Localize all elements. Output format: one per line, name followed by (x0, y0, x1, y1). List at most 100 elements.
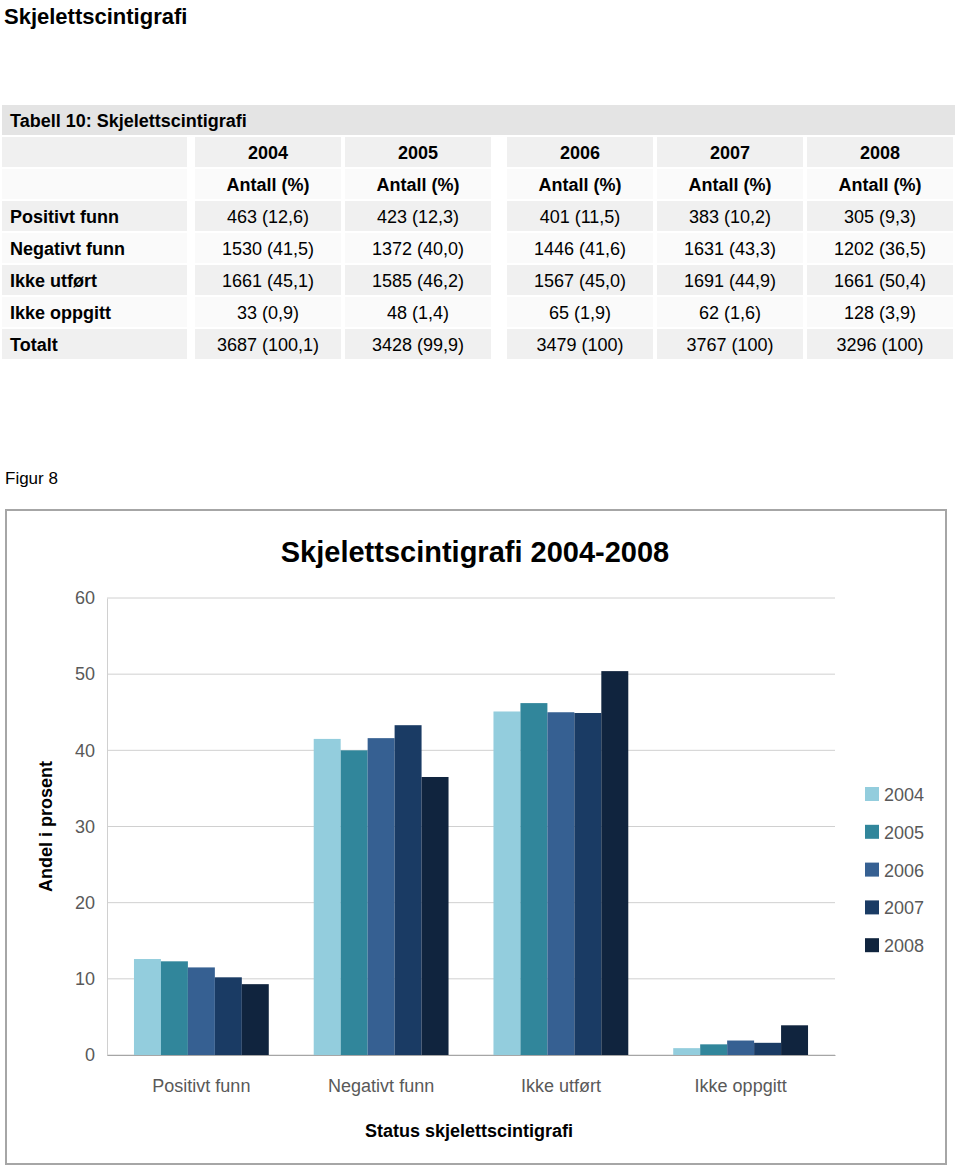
bar (493, 711, 520, 1055)
x-axis-line (108, 1055, 836, 1056)
grid-line (107, 902, 835, 903)
page: {"heading": "Skjelettscintigrafi", "tabl… (0, 0, 960, 1168)
x-tick: Ikke oppgitt (695, 1076, 787, 1096)
bar (134, 959, 161, 1055)
bars (134, 671, 808, 1055)
legend-item: 2006 (865, 861, 924, 881)
table-cell-bg (657, 137, 803, 167)
table-cell: 3479 (100) (536, 335, 623, 355)
page-canvas: Skjelettscintigrafi Tabell 10: Skjelettsc… (0, 0, 960, 1168)
table-row-bg (2, 169, 187, 199)
table-unit-header: Antall (%) (839, 175, 922, 195)
table-cell-bg (345, 201, 491, 231)
table-cell-bg (345, 297, 491, 327)
chart-title: Skjelettscintigrafi 2004-2008 (281, 536, 669, 568)
table-cell-bg (195, 297, 341, 327)
table-cell: 463 (12,6) (227, 207, 309, 227)
legend-item: 2008 (865, 936, 924, 956)
chart: 0102030405060Positivt funnNegativt funnI… (6, 510, 946, 1164)
x-tick-label: Ikke oppgitt (695, 1076, 787, 1096)
table-cell-bg (807, 329, 953, 359)
table-cell-bg (657, 201, 803, 231)
legend-label: 2006 (884, 861, 924, 881)
x-tick-label: Positivt funn (152, 1076, 250, 1096)
bar-series (215, 713, 781, 1055)
table-cell-bg (345, 233, 491, 263)
legend: 2004 2005 2006 2007 2008 (865, 785, 924, 956)
y-tick-label: 40 (75, 741, 95, 761)
table-unit-header: Antall (%) (377, 175, 460, 195)
y-tick: 40 (75, 741, 107, 761)
table-cell-bg (195, 329, 341, 359)
legend-label: 2008 (884, 936, 924, 956)
bar (727, 1041, 754, 1055)
table-column-header: 2007 (710, 143, 750, 163)
table-row-label: Ikke oppgitt (10, 303, 111, 323)
legend-swatch (865, 787, 879, 801)
bar-series (188, 712, 754, 1055)
legend-label: 2007 (884, 898, 924, 918)
legend-item: 2007 (865, 898, 924, 918)
table-row-label: Ikke utført (10, 271, 97, 291)
table-cell-bg (657, 329, 803, 359)
legend-swatch (865, 825, 879, 839)
legend-label: 2004 (884, 785, 924, 805)
table-cell-bg (657, 265, 803, 295)
y-tick: 20 (75, 893, 107, 913)
table-cell: 62 (1,6) (699, 303, 761, 323)
grid-line (107, 674, 835, 675)
y-tick: 50 (75, 664, 107, 684)
table: Tabell 10: Skjelettscintigrafi2004200520… (2, 105, 955, 359)
table-cell-bg (807, 137, 953, 167)
table-column-header: 2006 (560, 143, 600, 163)
table-cell: 3767 (100) (686, 335, 773, 355)
table-cell: 128 (3,9) (844, 303, 916, 323)
legend-label: 2005 (884, 823, 924, 843)
table-cell: 3428 (99,9) (372, 335, 464, 355)
table-cell-bg (195, 201, 341, 231)
table-row-label: Positivt funn (10, 207, 119, 227)
table-cell: 1661 (45,1) (222, 271, 314, 291)
x-axis-title: Status skjelettscintigrafi (365, 1121, 573, 1141)
table-cell-bg (657, 297, 803, 327)
legend-item: 2005 (865, 823, 924, 843)
table-cell-bg (345, 137, 491, 167)
bar (395, 725, 422, 1055)
table-cell: 33 (0,9) (237, 303, 299, 323)
y-tick-label: 10 (75, 969, 95, 989)
legend-swatch (865, 863, 879, 877)
table-cell: 423 (12,3) (377, 207, 459, 227)
table-cell: 305 (9,3) (844, 207, 916, 227)
table-cell-bg (345, 265, 491, 295)
table-row-bg (2, 233, 187, 263)
bar (547, 712, 574, 1055)
bar (520, 703, 547, 1055)
table-cell-bg (507, 233, 653, 263)
table-cell-bg (807, 201, 953, 231)
bar (188, 967, 215, 1055)
bar (422, 777, 449, 1055)
table-cell: 1585 (46,2) (372, 271, 464, 291)
bar (754, 1043, 781, 1055)
x-axis: Positivt funnNegativt funnIkke utførtIkk… (108, 1056, 836, 1096)
table-cell: 48 (1,4) (387, 303, 449, 323)
bar (601, 671, 628, 1055)
y-tick-label: 50 (75, 664, 95, 684)
table-unit-header: Antall (%) (539, 175, 622, 195)
legend-swatch (865, 938, 879, 952)
table-cell: 1567 (45,0) (534, 271, 626, 291)
table-cell: 1372 (40,0) (372, 239, 464, 259)
y-axis-title: Andel i prosent (36, 761, 56, 892)
grid-line (107, 826, 835, 827)
table-unit-header: Antall (%) (689, 175, 772, 195)
bar (161, 961, 188, 1055)
table-row-label: Negativt funn (10, 239, 125, 259)
bar-series (161, 703, 727, 1055)
grid (107, 598, 835, 1055)
heading: Skjelettscintigrafi (4, 4, 187, 29)
y-tick: 10 (75, 969, 107, 989)
table-cell-bg (345, 329, 491, 359)
table-cell-bg (807, 265, 953, 295)
y-tick-label: 0 (85, 1045, 95, 1065)
table-cell: 401 (11,5) (540, 207, 621, 227)
